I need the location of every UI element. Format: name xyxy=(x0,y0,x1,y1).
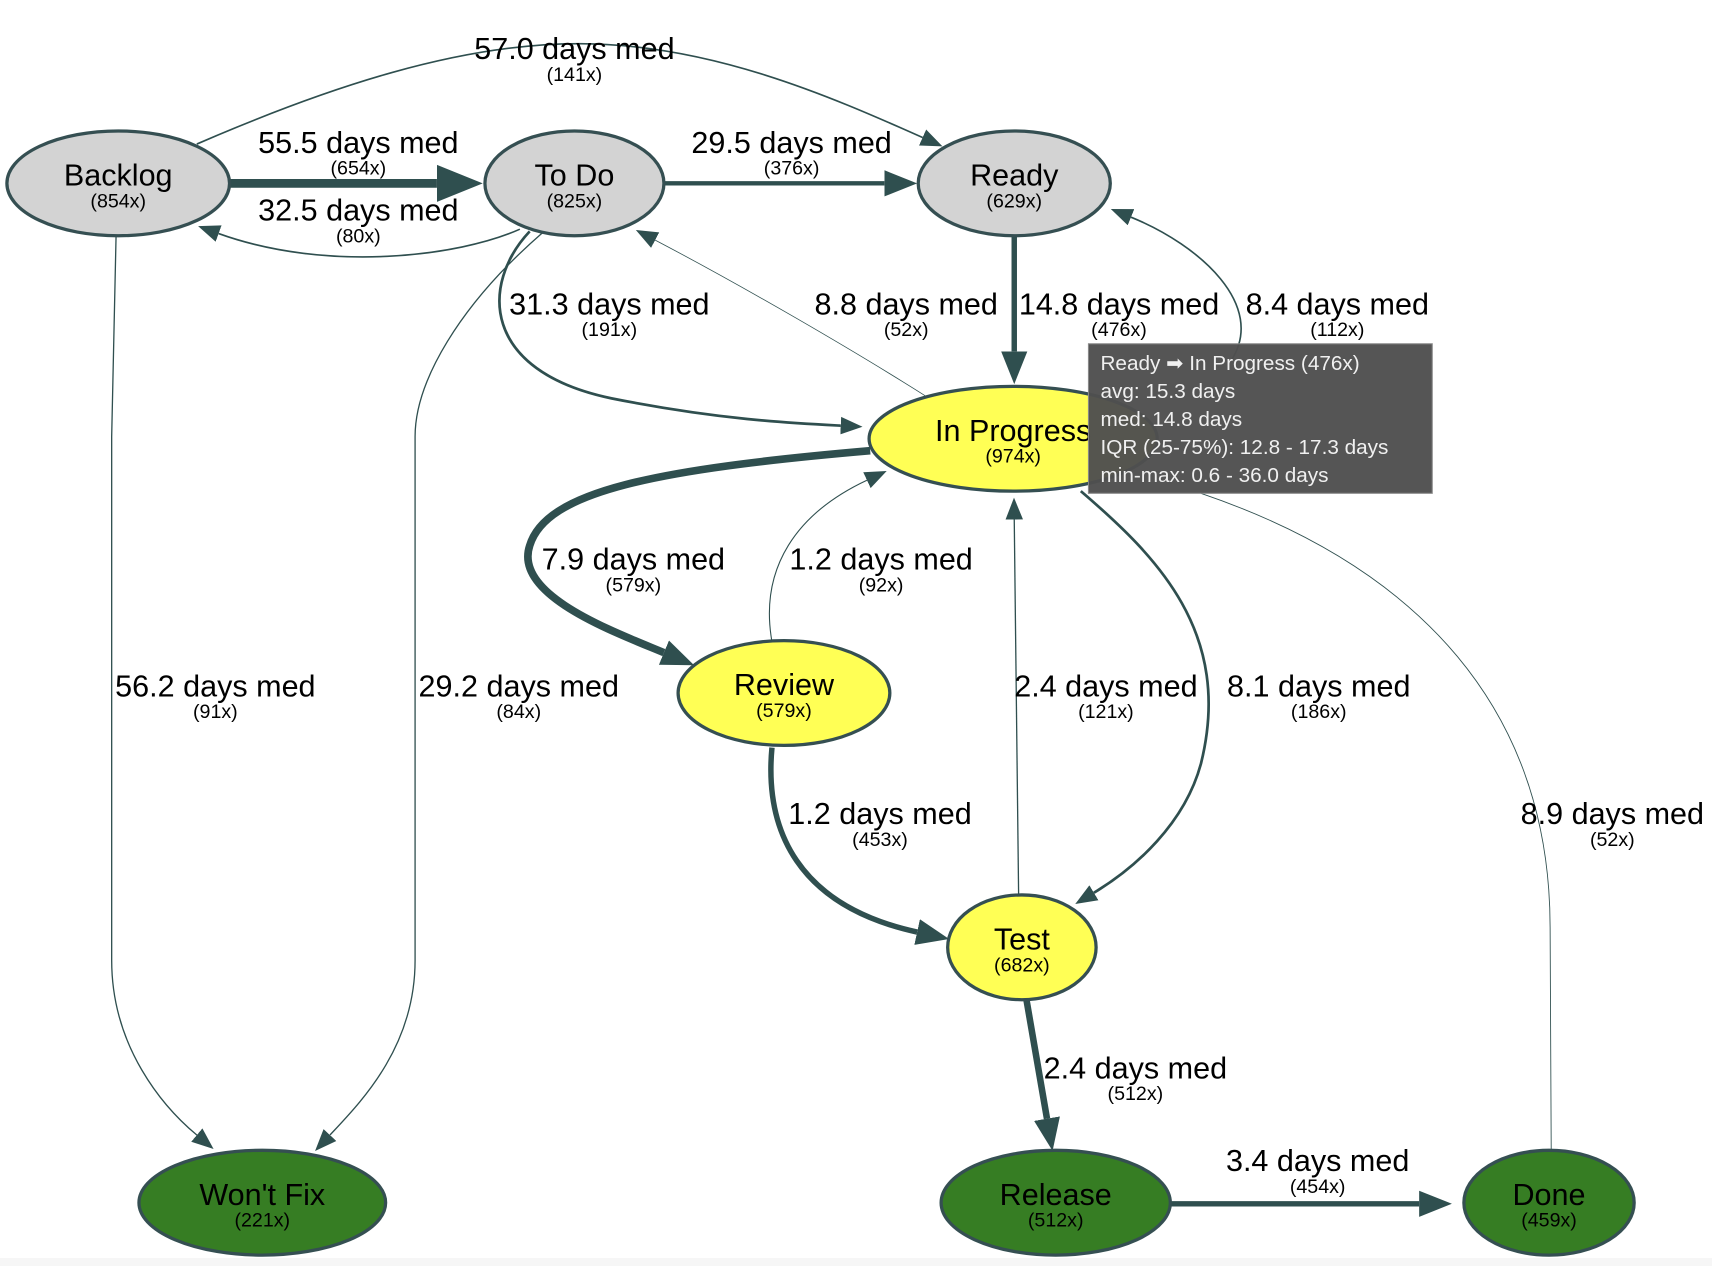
edges xyxy=(111,42,1552,1217)
node-shape xyxy=(676,639,892,748)
node-shape xyxy=(916,129,1112,238)
edge-count: (453x) xyxy=(852,829,908,851)
node-count: (854x) xyxy=(90,190,146,212)
edge-review-to-test[interactable] xyxy=(768,747,950,945)
node-wontfix[interactable]: Won't Fix(221x) xyxy=(137,1148,388,1257)
tooltip-line: min-max: 0.6 - 36.0 days xyxy=(1100,464,1328,487)
edge-count: (84x) xyxy=(496,701,541,723)
node-label: In Progress xyxy=(935,414,1091,448)
edge-count: (512x) xyxy=(1108,1083,1164,1105)
edge-count: (141x) xyxy=(547,64,603,86)
edge-label: 32.5 days med xyxy=(258,193,458,227)
edge-count: (186x) xyxy=(1291,701,1347,723)
edge-count: (191x) xyxy=(582,319,638,341)
node-label: Release xyxy=(1000,1178,1112,1212)
node-label: To Do xyxy=(535,159,615,193)
edge-count: (476x) xyxy=(1091,319,1147,341)
edge-inprogress-to-done[interactable] xyxy=(1200,492,1552,1151)
node-test[interactable]: Test(682x) xyxy=(946,893,1098,1002)
edge-label: 1.2 days med xyxy=(789,543,972,577)
bottom-strip xyxy=(0,1258,1712,1266)
edge-count: (52x) xyxy=(1590,829,1635,851)
edge-count: (121x) xyxy=(1078,701,1134,723)
tooltip-line: Ready ➡ In Progress (476x) xyxy=(1100,352,1359,375)
edge-count: (579x) xyxy=(606,575,662,597)
node-shape xyxy=(1462,1148,1636,1257)
edge-test-to-inprogress[interactable] xyxy=(1005,497,1023,895)
node-label: Won't Fix xyxy=(199,1178,325,1212)
node-count: (974x) xyxy=(985,446,1041,468)
edge-label: 3.4 days med xyxy=(1226,1144,1409,1178)
edge-review-to-inprogress[interactable] xyxy=(768,470,887,642)
edge-count: (454x) xyxy=(1290,1176,1346,1198)
edge-count: (91x) xyxy=(193,701,238,723)
edge-count: (92x) xyxy=(859,575,904,597)
node-shape xyxy=(137,1148,388,1257)
edge-todo-to-inprogress[interactable] xyxy=(498,230,863,435)
node-count: (825x) xyxy=(547,190,603,212)
edge-count: (376x) xyxy=(764,158,820,180)
edge-test-to-release[interactable] xyxy=(1023,998,1060,1151)
edge-label: 2.4 days med xyxy=(1014,669,1197,703)
node-label: Done xyxy=(1513,1178,1586,1212)
node-shape xyxy=(939,1148,1172,1257)
node-done[interactable]: Done(459x) xyxy=(1462,1148,1636,1257)
edge-tooltip: Ready ➡ In Progress (476x) avg: 15.3 days… xyxy=(1087,343,1433,494)
edge-label: 14.8 days med xyxy=(1019,287,1219,321)
edge-count: (80x) xyxy=(336,225,381,247)
node-review[interactable]: Review(579x) xyxy=(676,639,892,748)
node-count: (579x) xyxy=(756,700,812,722)
tooltip-line: med: 14.8 days xyxy=(1100,408,1242,431)
edge-todo-to-wontfix[interactable] xyxy=(315,231,544,1151)
node-count: (629x) xyxy=(986,190,1042,212)
node-label: Ready xyxy=(970,159,1059,193)
edge-label: 29.2 days med xyxy=(419,669,619,703)
node-ready[interactable]: Ready(629x) xyxy=(916,129,1112,238)
node-label: Test xyxy=(994,923,1051,957)
edge-inprogress-to-test[interactable] xyxy=(1075,490,1211,905)
node-shape xyxy=(483,129,666,238)
node-count: (512x) xyxy=(1028,1210,1084,1232)
node-backlog[interactable]: Backlog(854x) xyxy=(5,129,232,238)
edge-inprogress-to-todo[interactable] xyxy=(635,229,927,397)
tooltip-background xyxy=(1087,343,1433,494)
edge-inprogress-to-ready[interactable] xyxy=(1110,208,1242,361)
edge-backlog-to-ready[interactable] xyxy=(196,42,943,147)
tooltip-line: avg: 15.3 days xyxy=(1100,380,1235,403)
node-count: (682x) xyxy=(994,954,1050,976)
tooltip-line: IQR (25-75%): 12.8 - 17.3 days xyxy=(1100,436,1388,459)
nodes: Backlog(854x) To Do(825x) Ready(629x) In Pr… xyxy=(5,129,1636,1257)
edge-label: 1.2 days med xyxy=(788,797,971,831)
edge-label: 56.2 days med xyxy=(115,669,315,703)
edge-label: 7.9 days med xyxy=(542,543,725,577)
edge-count: (52x) xyxy=(884,319,929,341)
edge-label: 8.8 days med xyxy=(815,287,998,321)
edge-count: (654x) xyxy=(331,158,387,180)
node-todo[interactable]: To Do(825x) xyxy=(483,129,666,238)
edge-label: 31.3 days med xyxy=(509,287,709,321)
edge-todo-to-backlog[interactable] xyxy=(198,225,521,258)
node-count: (459x) xyxy=(1521,1210,1577,1232)
edge-count: (112x) xyxy=(1310,319,1364,341)
edge-labels: 57.0 days med(141x) 55.5 days med(654x) 32… xyxy=(115,32,1704,1198)
edge-label: 57.0 days med xyxy=(474,32,674,66)
edge-label: 8.1 days med xyxy=(1227,669,1410,703)
edge-label: 55.5 days med xyxy=(258,126,458,160)
edge-label: 2.4 days med xyxy=(1044,1051,1227,1085)
edge-label: 8.4 days med xyxy=(1246,287,1429,321)
node-label: Backlog xyxy=(64,159,173,193)
edge-inprogress-to-review[interactable] xyxy=(524,446,871,666)
node-inprogress[interactable]: In Progress(974x) xyxy=(867,384,1159,493)
node-shape xyxy=(5,129,232,238)
node-release[interactable]: Release(512x) xyxy=(939,1148,1172,1257)
edge-label: 29.5 days med xyxy=(691,126,891,160)
edge-backlog-to-wontfix[interactable] xyxy=(111,236,214,1150)
node-count: (221x) xyxy=(234,1210,290,1232)
node-label: Review xyxy=(734,668,835,702)
node-shape xyxy=(946,893,1098,1002)
edge-label: 8.9 days med xyxy=(1521,797,1704,831)
